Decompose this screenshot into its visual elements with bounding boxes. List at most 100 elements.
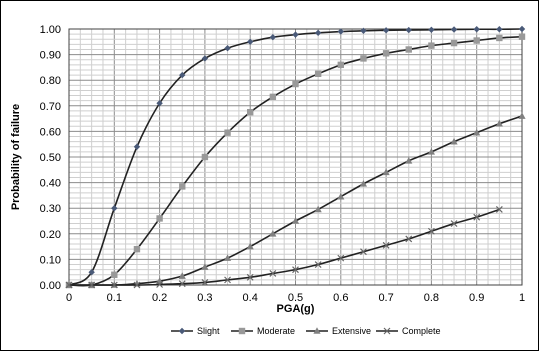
data-point-complete [65,281,73,289]
data-point-slight [224,45,231,52]
legend-label-slight: Slight [197,326,220,336]
data-point-slight [201,55,209,62]
y-tick-label: 0.40 [40,178,61,190]
data-point-slight [337,28,344,35]
data-point-moderate [405,46,412,53]
data-point-slight [111,205,118,212]
data-point-moderate [201,153,209,161]
data-point-moderate [360,55,367,62]
data-point-complete [269,270,277,277]
legend-item-extensive: Extensive [306,326,371,336]
legend-item-moderate: Moderate [231,326,295,336]
x-axis-label: PGA(g) [277,303,315,315]
y-tick-label: 0.90 [40,50,61,62]
data-point-extensive [269,230,277,237]
data-point-complete [292,266,299,274]
data-point-slight [292,31,299,38]
data-point-slight [496,26,503,33]
y-tick-label: 0.80 [40,75,61,87]
data-point-complete [156,281,164,288]
x-tick-label: 1 [519,292,525,304]
data-point-extensive [450,137,458,145]
data-point-extensive [473,128,481,136]
data-point-moderate [314,70,322,77]
x-tick-label: 0.2 [152,292,167,304]
data-point-complete [382,241,390,249]
data-point-moderate [111,271,118,278]
data-point-complete [133,281,141,289]
data-point-slight [88,269,95,276]
data-point-moderate [156,215,163,222]
data-point-slight [428,26,435,33]
x-tick-label: 0.4 [243,292,258,304]
data-point-moderate [428,42,435,49]
data-point-moderate [247,109,254,116]
data-point-moderate [133,245,141,253]
y-tick-label: 1.00 [40,24,61,36]
data-point-complete [224,276,231,284]
data-point-extensive [382,168,390,176]
y-tick-label: 0.70 [40,101,61,113]
data-point-complete [246,273,254,281]
data-point-complete [337,254,345,262]
data-point-slight [179,71,186,79]
y-tick-label: 0.10 [40,254,61,266]
data-point-complete [110,281,118,289]
data-point-slight [405,26,412,34]
data-point-moderate [179,183,186,190]
legend-label-complete: Complete [402,326,441,336]
data-point-slight [473,26,480,33]
legend-marker-extensive [313,327,321,334]
data-point-slight [133,143,141,150]
data-point-complete [473,213,481,221]
data-point-extensive [314,205,322,213]
tick-labels: 0 0.1 0.2 0.3 0.4 0.5 0.6 0.7 0.8 0.9 1 0.00 0.10 0.2… [40,24,525,304]
data-point-moderate [292,80,299,88]
data-point-moderate [224,129,231,136]
legend: Slight Moderate Extensive Complete [171,326,441,336]
data-point-extensive [495,119,503,127]
data-point-extensive [359,180,368,187]
y-axis-label: Probability of failure [10,104,22,210]
legend-marker-complete [383,327,391,335]
legend-item-slight: Slight [171,326,220,336]
y-tick-label: 0.50 [40,152,61,164]
data-point-complete [201,279,209,286]
data-point-complete [360,248,367,256]
data-point-moderate [382,50,390,57]
data-point-complete [405,235,413,243]
data-point-extensive [246,242,254,250]
data-point-slight [269,33,277,41]
data-point-slight [247,38,254,45]
x-tick-label: 0.7 [378,292,393,304]
legend-label-extensive: Extensive [332,326,371,336]
legend-marker-slight [178,327,186,335]
legend-item-complete: Complete [376,326,441,336]
x-tick-label: 0.5 [288,292,303,304]
data-point-slight [156,100,163,107]
series-moderate [65,33,526,289]
data-point-extensive [337,192,345,200]
series-layer [65,25,526,289]
data-point-complete [427,227,435,235]
x-tick-label: 0.8 [424,292,439,304]
data-point-moderate [473,37,480,44]
data-point-extensive [178,272,186,279]
data-point-extensive [291,217,300,224]
data-point-complete [88,281,96,289]
data-point-moderate [450,39,458,47]
plot-area-border [68,28,523,286]
data-point-extensive [201,263,209,270]
x-tick-label: 0.6 [333,292,348,304]
data-point-extensive [405,157,413,164]
data-point-complete [178,280,186,288]
data-point-complete [314,261,322,268]
x-tick-label: 0.3 [197,292,212,304]
series-line-complete [69,208,500,286]
data-point-slight [518,25,526,33]
data-point-extensive [518,112,526,119]
y-tick-label: 0.30 [40,203,61,215]
data-point-extensive [223,254,232,261]
